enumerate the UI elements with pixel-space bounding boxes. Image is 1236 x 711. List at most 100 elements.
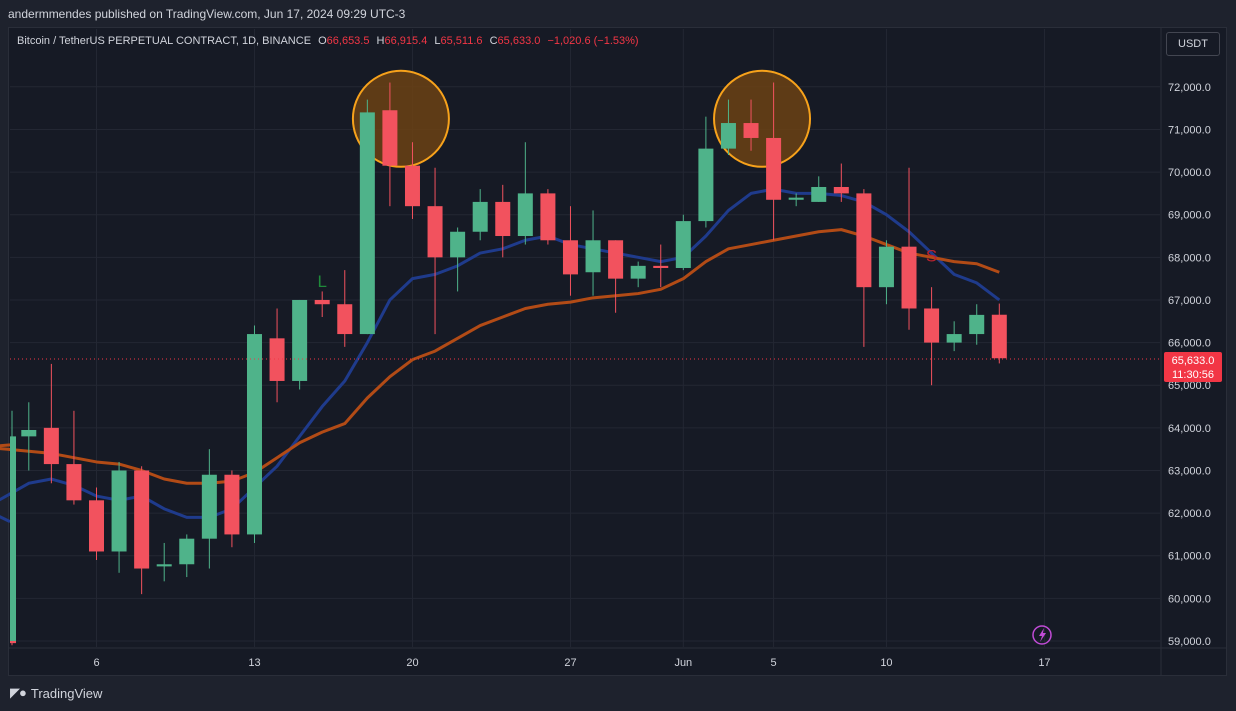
- y-tick-label: 70,000.0: [1168, 167, 1211, 179]
- candle-body: [743, 123, 759, 138]
- candle-body: [608, 240, 624, 279]
- y-tick-label: 67,000.0: [1168, 295, 1211, 307]
- chart-labels: 59,000.0 60,000.0 61,000.0 62,000.0 63,000.0…: [93, 82, 1210, 669]
- open-label: O: [318, 35, 327, 47]
- ohlc-legend: Bitcoin / TetherUS PERPETUAL CONTRACT, 1…: [17, 35, 639, 47]
- candle-body: [21, 429, 37, 437]
- short-signal-label: S: [926, 247, 937, 266]
- lightning-icon[interactable]: [1032, 625, 1052, 645]
- x-tick-label: 10: [880, 657, 892, 669]
- currency-button[interactable]: USDT: [1166, 32, 1220, 56]
- candle-body: [10, 436, 16, 480]
- candle-body: [89, 500, 104, 552]
- x-tick-label: Jun: [674, 657, 692, 669]
- candle-body: [134, 470, 150, 569]
- candle-body: [450, 231, 466, 258]
- candle-body: [698, 148, 714, 222]
- highlight-circle: [713, 69, 812, 168]
- candle-body: [337, 304, 353, 335]
- candle-body: [878, 246, 894, 288]
- y-tick-label: 69,000.0: [1168, 210, 1211, 222]
- highlight-circles: [351, 69, 812, 168]
- candle-body: [359, 112, 375, 335]
- publisher-line: andermmendes published on TradingView.co…: [8, 7, 406, 21]
- x-tick-label: 5: [771, 657, 777, 669]
- grid-lines: [10, 29, 1160, 647]
- tradingview-logo-icon: ◤●: [10, 685, 27, 700]
- candle-body: [472, 201, 488, 232]
- high-value: 66,915.4: [384, 35, 428, 47]
- x-tick-label: 17: [1038, 657, 1050, 669]
- x-tick-label: 6: [93, 657, 99, 669]
- candle-body: [314, 299, 330, 305]
- long-signal-label: L: [317, 272, 326, 291]
- price-tag-value: 65,633.0: [1172, 355, 1215, 367]
- top-bar: andermmendes published on TradingView.co…: [0, 0, 1236, 28]
- symbol-title[interactable]: Bitcoin / TetherUS PERPETUAL CONTRACT, 1…: [17, 35, 312, 47]
- low-label: L: [434, 35, 441, 47]
- close-label: C: [489, 35, 498, 47]
- y-tick-label: 63,000.0: [1168, 465, 1211, 477]
- footer-brand[interactable]: ◤● TradingView: [10, 685, 102, 701]
- y-tick-label: 62,000.0: [1168, 508, 1211, 520]
- ema-lines: [0, 187, 1001, 523]
- y-tick-label: 60,000.0: [1168, 593, 1211, 605]
- high-label: H: [376, 35, 385, 47]
- y-tick-label: 65,000.0: [1168, 380, 1211, 392]
- candle-body: [201, 474, 217, 539]
- candle-body: [66, 464, 82, 501]
- candle-body: [382, 110, 398, 166]
- candle-body: [991, 314, 1007, 359]
- candle-body: [111, 470, 127, 552]
- x-tick-label: 27: [564, 657, 576, 669]
- ema-slow-line: [0, 228, 1000, 485]
- y-tick-label: 59,000.0: [1168, 636, 1211, 648]
- change-value: −1,020.6 (−1.53%): [547, 35, 639, 47]
- candle-body: [653, 265, 669, 268]
- candle-body: [630, 265, 646, 279]
- price-tag-countdown: 11:30:56: [1172, 369, 1214, 381]
- candle-body: [562, 240, 578, 275]
- candle-body: [540, 193, 556, 241]
- candle-body: [10, 641, 16, 644]
- candle-body: [179, 538, 195, 565]
- chart-panel[interactable]: [8, 27, 1227, 676]
- candle-body: [946, 334, 962, 343]
- candle-body: [766, 137, 782, 200]
- close-value: 65,633.0: [497, 35, 541, 47]
- candle-body: [427, 206, 443, 258]
- candle-body: [246, 334, 262, 535]
- x-tick-label: 13: [248, 657, 260, 669]
- candle-body: [517, 193, 533, 237]
- footer-brand-label: TradingView: [30, 685, 103, 701]
- candle-body: [292, 299, 308, 381]
- low-value: 65,511.6: [440, 35, 483, 47]
- y-tick-label: 71,000.0: [1168, 124, 1211, 136]
- candle-body: [811, 186, 827, 202]
- candle-body: [901, 246, 917, 309]
- x-tick-label: 20: [406, 657, 418, 669]
- candle-body: [788, 197, 804, 200]
- candle-body: [404, 165, 420, 207]
- y-tick-label: 68,000.0: [1168, 252, 1211, 264]
- candle-body: [856, 193, 872, 288]
- price-tag: 65,633.0 11:30:56: [1164, 352, 1222, 382]
- y-tick-label: 64,000.0: [1168, 423, 1211, 435]
- candlesticks: [10, 82, 1007, 646]
- candle-body: [720, 123, 736, 149]
- candle-body: [924, 308, 940, 343]
- candle-body: [675, 221, 691, 268]
- y-tick-label: 66,000.0: [1168, 338, 1211, 350]
- candle-body: [10, 479, 16, 641]
- highlight-circle: [351, 69, 450, 168]
- candle-body: [43, 427, 59, 465]
- open-value: 66,653.5: [326, 35, 370, 47]
- candle-body: [224, 474, 240, 535]
- candle-body: [495, 201, 511, 237]
- ema-fast-line: [0, 187, 1001, 523]
- candle-body: [269, 338, 285, 381]
- y-tick-label: 61,000.0: [1168, 551, 1211, 563]
- candle-body: [833, 186, 849, 194]
- candle-body: [969, 314, 985, 335]
